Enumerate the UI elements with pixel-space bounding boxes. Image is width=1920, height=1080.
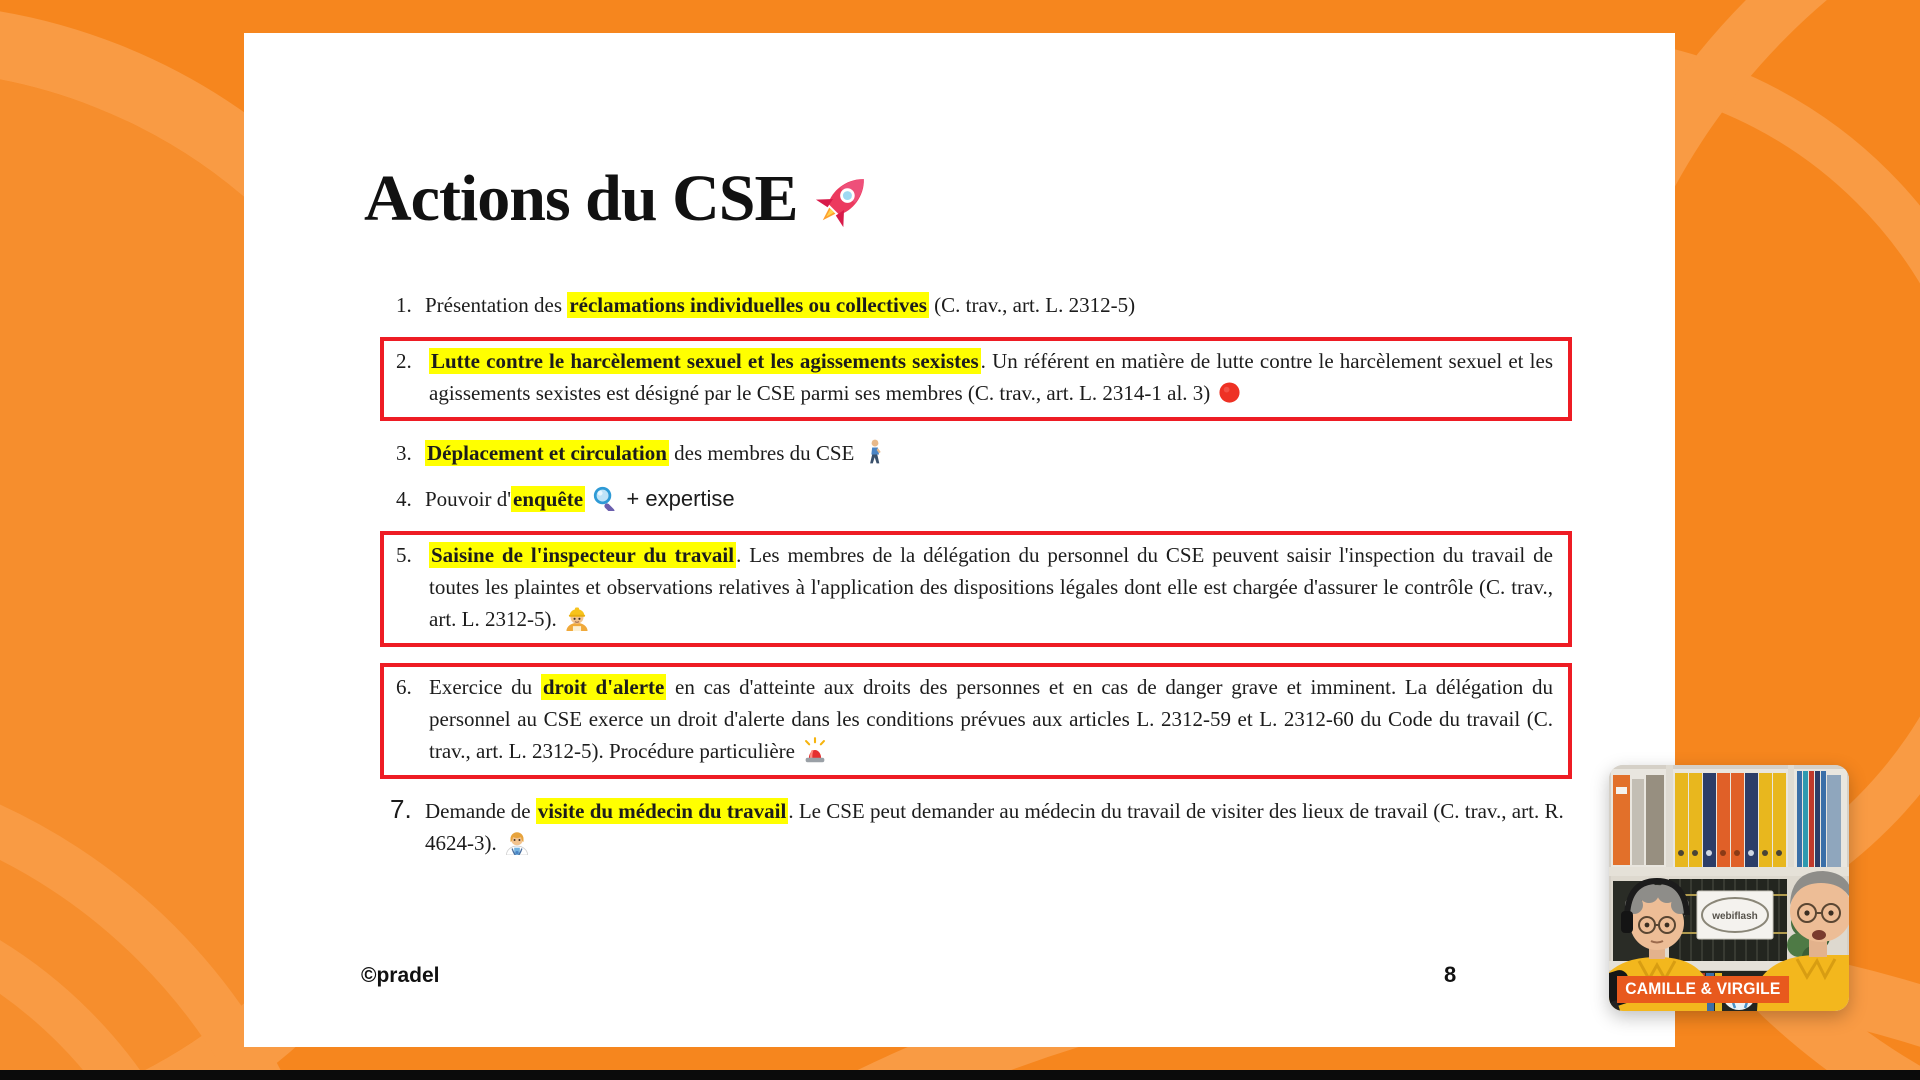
- construction-worker-icon: [564, 605, 590, 631]
- list-item: 1. Présentation des réclamations individu…: [380, 289, 1572, 321]
- annotation-text: + expertise: [620, 486, 735, 511]
- list-item: 3. Déplacement et circulation des membres…: [380, 437, 1572, 469]
- list-item-boxed: 2. Lutte contre le harcèlement sexuel et …: [380, 337, 1572, 421]
- slide-title-text: Actions du CSE: [364, 162, 798, 235]
- item-number: 4.: [396, 487, 412, 511]
- page-number: 8: [1444, 962, 1457, 987]
- item-number: 3.: [396, 441, 412, 465]
- webcam-video: webiflash: [1609, 765, 1849, 1011]
- webcam-sign-text: webiflash: [1711, 911, 1758, 922]
- item-text: Pouvoir d'enquête + expertise: [425, 485, 735, 512]
- item-number: 1.: [396, 293, 412, 317]
- rocket-icon: [813, 168, 875, 230]
- item-number: 2.: [396, 349, 412, 373]
- item-text: Lutte contre le harcèlement sexuel et le…: [429, 348, 1554, 405]
- item-text: Déplacement et circulation des membres d…: [425, 439, 890, 466]
- highlighted-text: enquête: [511, 486, 586, 512]
- siren-icon: [802, 737, 828, 763]
- pedestrian-icon: [862, 439, 888, 465]
- highlighted-text: droit d'alerte: [540, 674, 667, 700]
- bottom-black-bar: [0, 1070, 1920, 1080]
- list-item: 7. Demande de visite du médecin du travai…: [380, 794, 1572, 859]
- highlighted-text: Lutte contre le harcèlement sexuel et le…: [429, 348, 981, 374]
- highlighted-text: visite du médecin du travail: [535, 798, 789, 824]
- slide-list: 1. Présentation des réclamations individu…: [380, 289, 1572, 873]
- item-number: 7.: [390, 794, 412, 824]
- presentation-slide: Actions du CSE 1. Présentation des réclam…: [244, 33, 1675, 1047]
- health-worker-icon: [504, 829, 530, 855]
- item-text: Demande de visite du médecin du travail.…: [425, 798, 1564, 855]
- webcam-overlay: webiflash CAMIL: [1609, 765, 1849, 1011]
- highlighted-text: réclamations individuelles ou collective…: [567, 292, 929, 318]
- highlighted-text: Déplacement et circulation: [425, 440, 669, 466]
- copyright: ©pradel: [361, 964, 440, 987]
- red-circle-icon: [1218, 381, 1241, 404]
- item-number: 6.: [396, 675, 412, 699]
- list-item: 4. Pouvoir d'enquête + expertise: [380, 483, 1572, 515]
- item-number: 5.: [396, 543, 412, 567]
- list-item-boxed: 5. Saisine de l'inspecteur du travail. Le…: [380, 531, 1572, 647]
- highlighted-text: Saisine de l'inspecteur du travail: [429, 542, 737, 568]
- webcam-name-label: CAMILLE & VIRGILE: [1617, 976, 1789, 1003]
- item-text: Exercice du droit d'alerte en cas d'atte…: [429, 674, 1553, 763]
- list-item-boxed: 6. Exercice du droit d'alerte en cas d'at…: [380, 663, 1572, 779]
- item-text: Saisine de l'inspecteur du travail. Les …: [429, 542, 1553, 631]
- item-text: Présentation des réclamations individuel…: [425, 292, 1136, 318]
- slide-title: Actions du CSE: [364, 161, 875, 237]
- magnifier-icon: [592, 485, 618, 511]
